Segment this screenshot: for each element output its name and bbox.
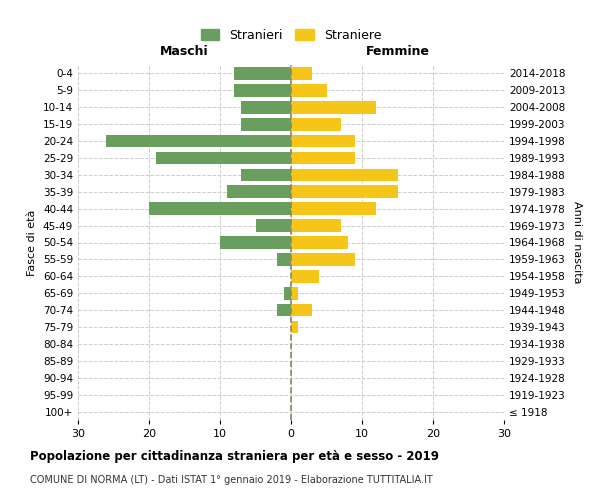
Bar [291, 270, 319, 282]
Bar [291, 134, 355, 147]
Text: Maschi: Maschi [160, 45, 209, 58]
Bar [241, 101, 291, 114]
Bar [256, 220, 291, 232]
Bar [149, 202, 291, 215]
Bar [291, 101, 376, 114]
Bar [241, 118, 291, 130]
Bar [291, 220, 341, 232]
Bar [156, 152, 291, 164]
Bar [277, 253, 291, 266]
Bar [284, 287, 291, 300]
Text: COMUNE DI NORMA (LT) - Dati ISTAT 1° gennaio 2019 - Elaborazione TUTTITALIA.IT: COMUNE DI NORMA (LT) - Dati ISTAT 1° gen… [30, 475, 433, 485]
Bar [291, 202, 376, 215]
Text: Femmine: Femmine [365, 45, 430, 58]
Bar [277, 304, 291, 316]
Y-axis label: Anni di nascita: Anni di nascita [572, 201, 582, 284]
Bar [291, 84, 326, 96]
Bar [234, 84, 291, 96]
Bar [291, 253, 355, 266]
Bar [291, 304, 313, 316]
Bar [241, 168, 291, 181]
Y-axis label: Fasce di età: Fasce di età [28, 210, 37, 276]
Bar [220, 236, 291, 249]
Bar [291, 168, 398, 181]
Bar [291, 152, 355, 164]
Bar [291, 236, 348, 249]
Bar [227, 186, 291, 198]
Bar [291, 67, 313, 80]
Bar [291, 186, 398, 198]
Bar [291, 287, 298, 300]
Text: Popolazione per cittadinanza straniera per età e sesso - 2019: Popolazione per cittadinanza straniera p… [30, 450, 439, 463]
Bar [291, 118, 341, 130]
Legend: Stranieri, Straniere: Stranieri, Straniere [200, 28, 382, 42]
Bar [291, 320, 298, 334]
Bar [234, 67, 291, 80]
Bar [106, 134, 291, 147]
